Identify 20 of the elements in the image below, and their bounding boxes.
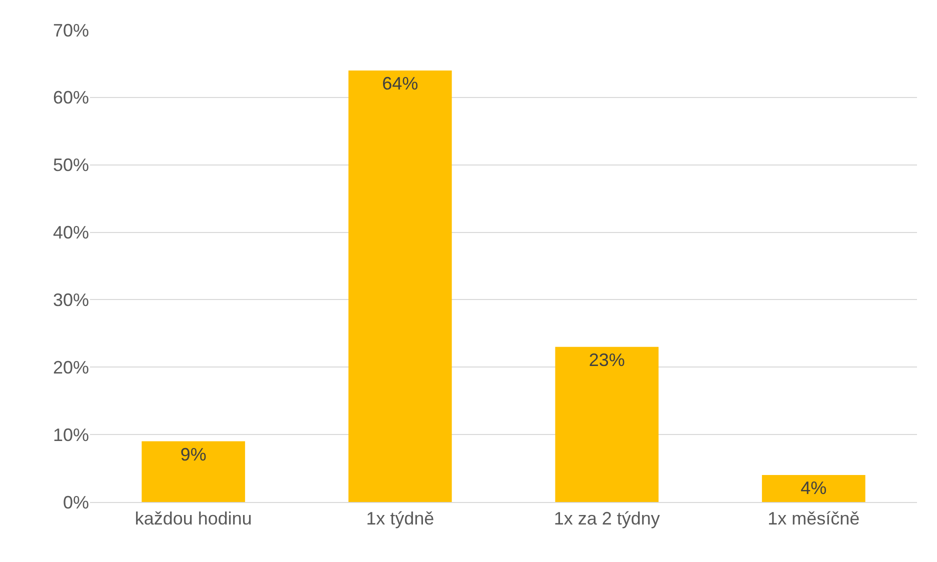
y-tick-label: 20% [52, 357, 89, 378]
data-label: 4% [800, 478, 827, 498]
bar [142, 441, 246, 502]
data-label: 9% [180, 444, 206, 464]
y-tick-label: 30% [52, 290, 89, 310]
y-tick-label: 0% [62, 492, 89, 512]
bar [348, 70, 452, 502]
y-tick-label: 50% [52, 155, 89, 176]
y-tick-label: 70% [52, 20, 89, 40]
x-tick-label: 1x za 2 týdny [554, 508, 660, 529]
data-label: 23% [588, 350, 625, 370]
y-tick-label: 10% [52, 424, 89, 445]
x-tick-label: každou hodinu [134, 508, 252, 529]
y-tick-label: 40% [52, 222, 89, 243]
bar [555, 346, 659, 502]
y-tick-label: 60% [52, 88, 89, 108]
x-tick-label: 1x týdně [366, 508, 434, 529]
x-tick-label: 1x měsíčně [768, 508, 860, 529]
data-label: 64% [382, 73, 418, 94]
bar [762, 475, 866, 502]
